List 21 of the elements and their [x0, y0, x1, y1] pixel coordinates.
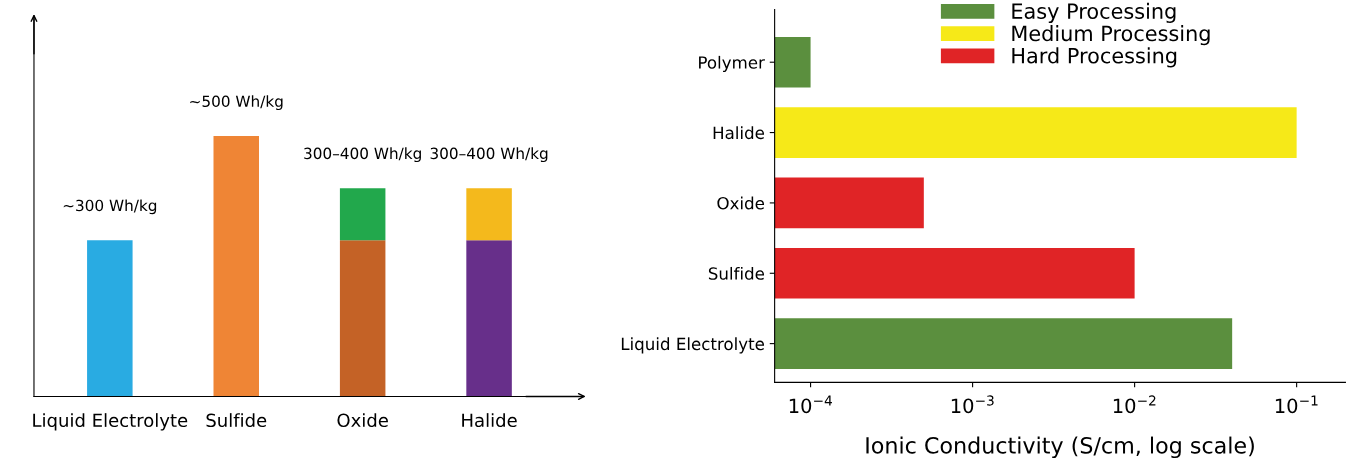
- y-tick-label: Polymer: [699, 55, 765, 72]
- legend-label: Hard Processing: [1012, 47, 1177, 68]
- x-tick-label: 10$^{−3}$: [951, 395, 994, 414]
- x-tick-label: Sulfide: [206, 413, 267, 428]
- annotation: 300–400 Wh/kg: [304, 147, 421, 163]
- legend-label: Medium Processing: [1012, 25, 1210, 46]
- y-tick-label: Oxide: [717, 196, 765, 210]
- x-tick-label: 10$^{−4}$: [789, 395, 832, 414]
- x-tick-label: Oxide: [337, 413, 388, 428]
- x-tick-label: Halide: [462, 413, 517, 428]
- x-tick-label: 10$^{−1}$: [1275, 395, 1318, 414]
- y-tick-label: Halide: [713, 126, 765, 140]
- legend-label: Easy Processing: [1012, 2, 1176, 24]
- annotation: ~500 Wh/kg: [190, 95, 283, 111]
- annotation: ~300 Wh/kg: [63, 199, 157, 215]
- x-axis-title: Ionic Conductivity (S/cm, log scale): [866, 436, 1254, 459]
- y-tick-label: Liquid Electrolyte: [621, 337, 765, 354]
- x-tick-label: Liquid Electrolyte: [33, 413, 188, 431]
- annotation: 300–400 Wh/kg: [430, 147, 548, 163]
- x-tick-label: 10$^{−2}$: [1113, 395, 1156, 414]
- y-tick-label: Sulfide: [708, 266, 765, 280]
